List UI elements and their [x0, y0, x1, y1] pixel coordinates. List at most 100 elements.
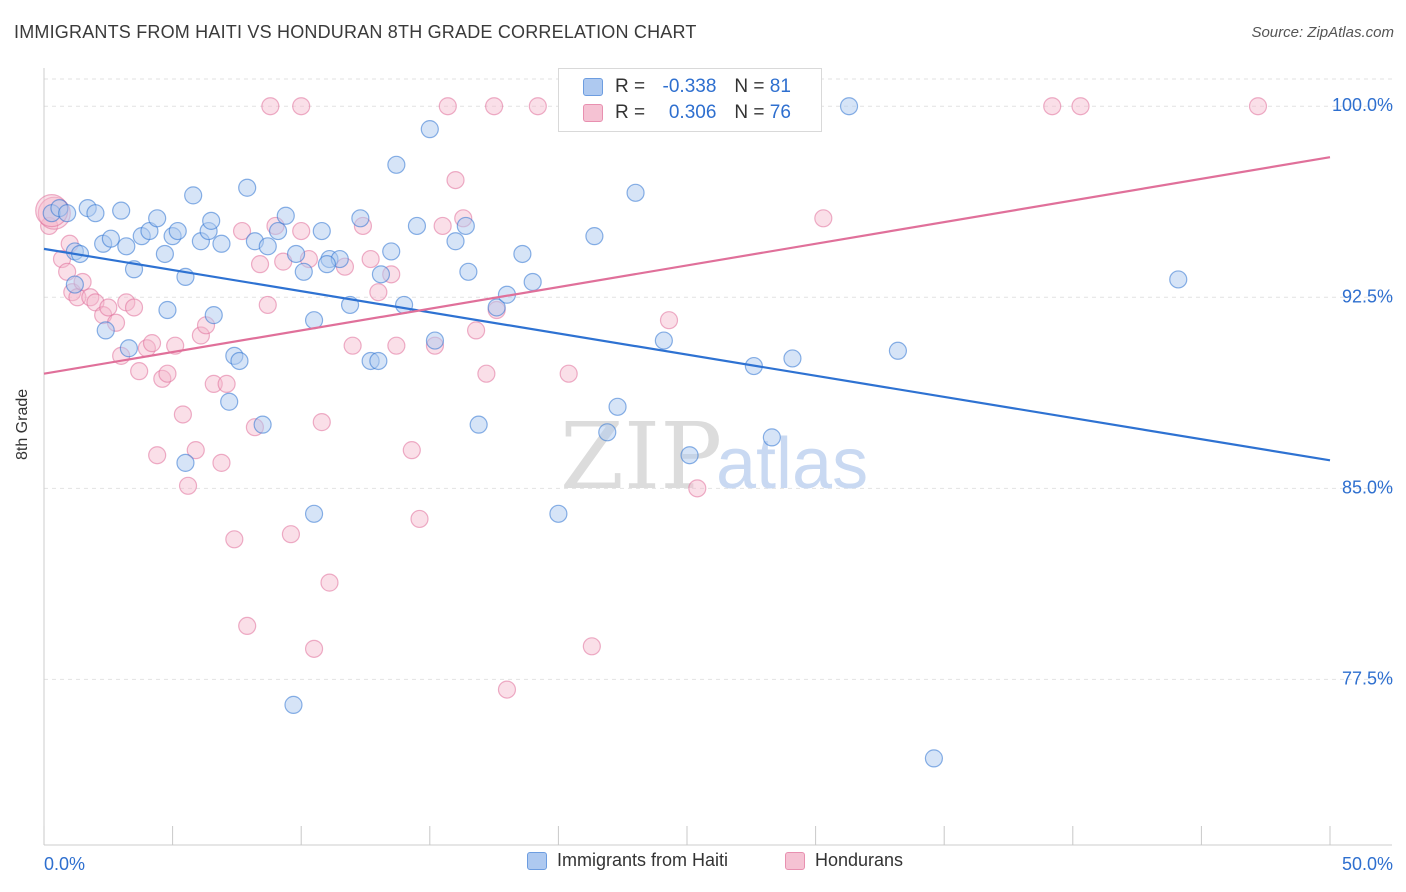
point-hondurans [814, 209, 833, 228]
legend-swatch-hondurans [583, 104, 603, 122]
point-hondurans [410, 509, 429, 529]
y-tick-label: 77.5% [1342, 668, 1393, 688]
point-haiti [148, 209, 167, 228]
point-haiti [212, 234, 231, 253]
legend-n-label: N = [734, 76, 765, 97]
point-hondurans [559, 364, 578, 383]
point-hondurans [466, 321, 486, 340]
y-axis-label: 8th Grade [14, 388, 31, 460]
legend-r-value: 0.306 [668, 102, 717, 123]
point-haiti [184, 186, 203, 205]
point-hondurans [477, 364, 496, 383]
point-hondurans [361, 249, 380, 269]
point-hondurans [304, 639, 324, 658]
point-hondurans [343, 336, 362, 355]
y-tick-label: 100.0% [1332, 95, 1393, 115]
point-haiti [407, 216, 427, 236]
point-hondurans [178, 476, 198, 495]
point-haiti [387, 155, 406, 174]
point-hondurans [292, 97, 311, 116]
point-haiti [369, 351, 388, 371]
legend-row-hondurans: R = 0.306 N = 76 [583, 101, 791, 125]
trend-line [43, 247, 1331, 462]
point-haiti [839, 97, 859, 116]
point-haiti [446, 232, 465, 251]
x-tick-label: 50.0% [1342, 854, 1393, 874]
point-hondurans [142, 334, 162, 353]
point-haiti [220, 392, 239, 411]
point-hondurans [582, 637, 601, 656]
y-tick-label: 85.0% [1342, 477, 1393, 497]
point-haiti [284, 695, 303, 714]
point-haiti [626, 183, 645, 202]
point-hondurans [402, 441, 421, 460]
point-haiti [96, 321, 115, 340]
point-haiti [276, 206, 295, 225]
point-haiti [456, 216, 475, 236]
point-haiti [762, 428, 781, 447]
point-hondurans [99, 298, 118, 317]
point-haiti [312, 221, 331, 241]
legend-item-hondurans: Hondurans [785, 850, 903, 871]
point-hondurans [320, 573, 339, 592]
legend-label-hondurans: Hondurans [815, 850, 904, 870]
point-hondurans [485, 97, 504, 116]
point-haiti [155, 244, 174, 264]
point-hondurans [369, 283, 388, 302]
series-legend: Immigrants from Haiti Hondurans [0, 850, 1406, 880]
legend-r-value: -0.338 [662, 76, 717, 97]
trend-lines [43, 156, 1331, 462]
y-tick-label: 92.5% [1342, 286, 1393, 306]
point-hondurans [1071, 97, 1090, 116]
point-hondurans [217, 374, 236, 393]
point-hondurans [387, 336, 406, 355]
point-haiti [1169, 270, 1188, 289]
point-haiti [585, 227, 604, 246]
point-hondurans [446, 170, 465, 190]
point-haiti [425, 331, 445, 350]
point-haiti [371, 265, 391, 284]
point-haiti [680, 446, 699, 465]
legend-label-haiti: Immigrants from Haiti [557, 850, 729, 870]
point-haiti [304, 504, 324, 523]
point-hondurans [204, 374, 223, 393]
legend-n-label: N = [734, 102, 765, 123]
point-hondurans [292, 221, 311, 241]
point-haiti [394, 295, 414, 315]
legend-swatch-haiti [583, 78, 603, 96]
point-hondurans [261, 97, 280, 116]
point-haiti [286, 244, 306, 264]
watermark: ZIP atlas [560, 403, 868, 510]
point-haiti [253, 415, 272, 434]
point-hondurans [124, 298, 144, 317]
legend-n-value: 81 [769, 76, 791, 97]
point-haiti [654, 331, 673, 350]
point-haiti [783, 349, 802, 368]
point-haiti [924, 749, 944, 768]
point-hondurans [191, 326, 210, 345]
haiti-points [42, 97, 1188, 768]
point-hondurans [250, 255, 270, 274]
hondurans-points [35, 97, 1268, 699]
point-haiti [459, 262, 478, 281]
point-hondurans [688, 479, 707, 498]
point-hondurans [312, 413, 331, 432]
watermark-atlas: atlas [716, 424, 868, 504]
legend-n-value: 76 [769, 102, 791, 123]
point-haiti [608, 397, 627, 416]
point-hondurans [148, 446, 167, 465]
point-hondurans [438, 97, 457, 116]
point-hondurans [528, 97, 547, 116]
source-label: Source: ZipAtlas.com [1251, 24, 1394, 41]
legend-swatch-hondurans [785, 851, 805, 870]
chart-title: IMMIGRANTS FROM HAITI VS HONDURAN 8TH GR… [14, 22, 697, 42]
point-hondurans [81, 288, 100, 307]
point-haiti [888, 341, 908, 360]
point-haiti [86, 204, 105, 223]
point-haiti [204, 306, 223, 325]
x-tick-label: 0.0% [44, 854, 85, 874]
point-haiti [168, 221, 187, 241]
point-hondurans [186, 441, 205, 460]
point-haiti [258, 237, 277, 256]
point-haiti [523, 272, 542, 292]
